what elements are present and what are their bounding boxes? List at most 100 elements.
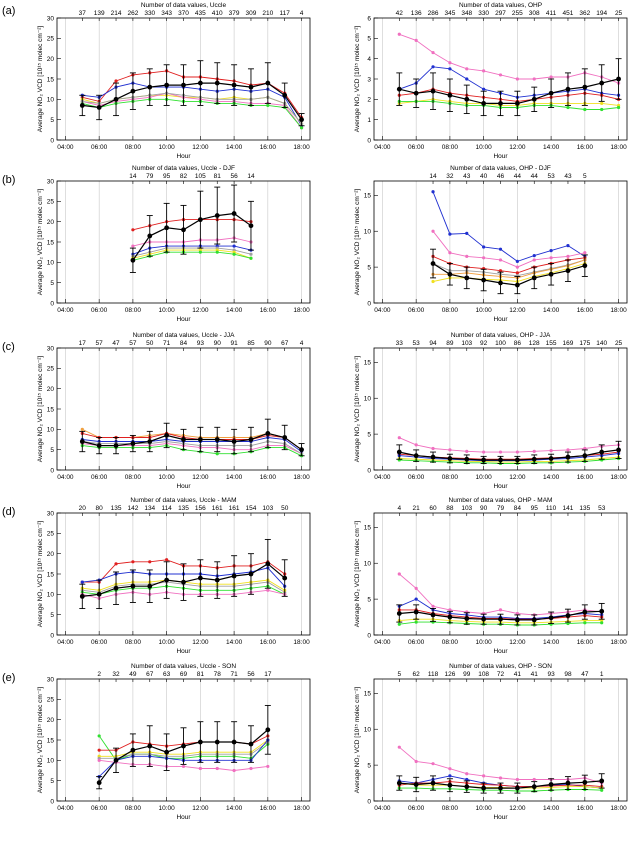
y-tick-label: 30	[47, 15, 55, 22]
series-line	[399, 437, 619, 453]
data-point	[96, 443, 102, 448]
series-line	[433, 259, 585, 279]
x-tick-label: 14:00	[226, 474, 243, 481]
count-label: 84	[180, 340, 188, 347]
count-label: 175	[579, 340, 590, 347]
count-label: 62	[413, 671, 421, 678]
data-point	[147, 233, 153, 239]
x-tick-label: 10:00	[475, 805, 492, 812]
y-tick-label: 5	[367, 762, 371, 769]
count-label: 135	[178, 505, 189, 512]
data-point	[79, 103, 85, 108]
data-point	[164, 225, 170, 231]
count-label: 114	[161, 505, 172, 512]
data-point	[566, 105, 570, 110]
y-tick-label: 0	[367, 300, 371, 307]
count-label: 95	[163, 173, 171, 180]
x-tick-label: 18:00	[293, 805, 310, 812]
count-label: 117	[280, 10, 291, 17]
data-point	[498, 608, 503, 612]
count-label: 5	[397, 671, 401, 678]
data-point	[248, 437, 254, 442]
data-point	[531, 784, 537, 790]
plot-frame	[56, 17, 311, 141]
series-line	[399, 456, 619, 463]
data-point	[531, 275, 537, 281]
y-tick-label: 5	[50, 778, 54, 785]
count-label: 330	[144, 10, 155, 17]
data-point	[131, 560, 135, 564]
data-point	[583, 621, 587, 625]
series-black	[396, 58, 622, 117]
data-point	[565, 86, 571, 92]
count-label: 14	[129, 173, 137, 180]
data-point	[448, 67, 452, 71]
count-label: 42	[396, 10, 404, 17]
chart-panel-3: 04:00 06:00 08:00 10:00 12:00 14:00 16:00 18:00…	[37, 165, 311, 323]
data-point	[515, 265, 519, 269]
data-point	[514, 101, 520, 106]
x-tick-label: 12:00	[192, 805, 209, 812]
count-label: 91	[230, 340, 238, 347]
data-point	[113, 585, 119, 591]
count-label: 135	[579, 505, 590, 512]
count-label: 69	[180, 671, 188, 678]
count-label: 210	[262, 10, 273, 17]
count-label: 82	[180, 173, 188, 180]
data-point	[181, 764, 186, 769]
data-point	[265, 80, 271, 86]
data-point	[431, 279, 435, 284]
data-point	[431, 229, 435, 233]
data-point	[164, 82, 170, 88]
series-line	[399, 98, 619, 106]
count-label: 67	[146, 671, 154, 678]
series-black	[396, 773, 605, 794]
count-label: 451	[563, 10, 574, 17]
count-label: 297	[495, 10, 506, 17]
data-point	[413, 453, 419, 459]
data-point	[515, 77, 519, 81]
data-point	[565, 268, 571, 274]
x-axis-label: Hour	[176, 316, 191, 323]
count-label: 63	[163, 671, 171, 678]
x-tick-label: 18:00	[293, 307, 310, 314]
x-axis-label: Hour	[493, 814, 508, 821]
series-blue	[431, 190, 587, 263]
data-point	[448, 767, 452, 771]
y-axis-label: Average NO₂ VCD [10¹⁵ molec cm⁻²]	[354, 687, 361, 794]
y-tick-label: 10	[364, 727, 372, 734]
y-tick-label: 25	[47, 531, 55, 538]
data-point	[197, 739, 203, 745]
panel-label: (e)	[2, 672, 15, 684]
count-label: 47	[581, 671, 589, 678]
count-label: 49	[129, 671, 137, 678]
x-tick-label: 14:00	[226, 144, 243, 151]
data-point	[465, 777, 469, 782]
data-point	[147, 743, 153, 749]
data-point	[97, 734, 101, 738]
count-label: 92	[480, 340, 488, 347]
x-axis-label: Hour	[493, 648, 508, 655]
data-point	[396, 86, 402, 92]
x-tick-label: 04:00	[57, 307, 74, 314]
y-tick-label: 5	[50, 280, 54, 287]
data-point	[448, 608, 452, 612]
data-point	[600, 788, 604, 792]
x-tick-label: 16:00	[260, 307, 277, 314]
data-point	[582, 453, 588, 459]
data-point	[566, 448, 570, 452]
x-tick-label: 06:00	[91, 639, 108, 646]
series-magenta	[397, 32, 621, 85]
data-point	[197, 437, 203, 442]
panel-label: (d)	[2, 506, 15, 518]
x-tick-label: 10:00	[158, 805, 175, 812]
data-point	[215, 766, 219, 771]
count-label: 81	[214, 173, 222, 180]
count-label: 134	[144, 505, 155, 512]
series-line	[432, 230, 585, 268]
data-point	[515, 611, 519, 616]
data-point	[464, 275, 470, 281]
data-point	[130, 88, 136, 94]
plot-frame	[56, 512, 311, 636]
x-axis-label: Hour	[493, 316, 508, 323]
